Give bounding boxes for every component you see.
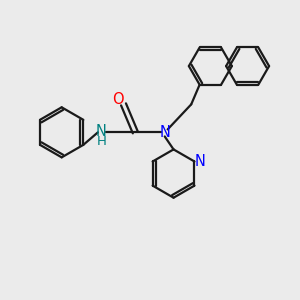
Text: O: O — [112, 92, 124, 106]
Text: N: N — [96, 124, 107, 139]
Text: N: N — [195, 154, 206, 169]
Text: N: N — [159, 125, 170, 140]
Text: H: H — [97, 135, 106, 148]
